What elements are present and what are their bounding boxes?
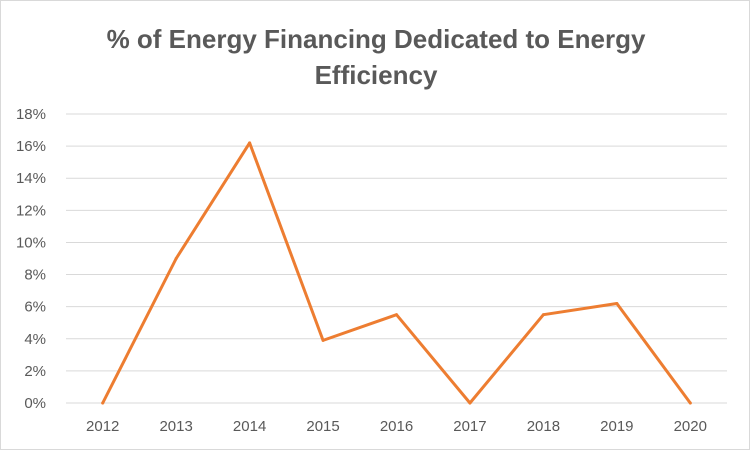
y-tick-label: 18% — [16, 106, 46, 123]
y-tick-label: 6% — [24, 299, 46, 316]
series-line — [101, 141, 692, 405]
y-tick-label: 2% — [24, 363, 46, 380]
data-point — [174, 257, 178, 260]
data-point — [248, 141, 252, 145]
chart-title-line-2: Efficiency — [315, 60, 438, 90]
y-tick-label: 12% — [16, 202, 46, 219]
y-tick-label: 4% — [24, 331, 46, 348]
chart-title-line-1: % of Energy Financing Dedicated to Energ… — [107, 24, 646, 54]
data-point — [468, 401, 472, 405]
x-tick-label: 2020 — [674, 418, 707, 435]
data-point — [101, 401, 105, 405]
data-point — [395, 313, 398, 317]
y-tick-label: 8% — [24, 267, 46, 284]
x-tick-label: 2013 — [159, 418, 192, 435]
x-tick-label: 2016 — [380, 418, 413, 435]
x-tick-label: 2014 — [233, 418, 266, 435]
x-tick-label: 2019 — [600, 418, 633, 435]
y-tick-label: 14% — [16, 170, 46, 187]
data-point — [321, 338, 325, 342]
x-tick-label: 2012 — [86, 418, 119, 435]
x-tick-label: 2015 — [306, 418, 339, 435]
x-tick-label: 2018 — [527, 418, 560, 435]
data-point — [688, 401, 692, 405]
data-point — [615, 301, 619, 305]
y-tick-label: 0% — [24, 395, 46, 412]
data-point — [541, 313, 545, 317]
x-tick-label: 2017 — [453, 418, 486, 435]
y-tick-label: 10% — [16, 234, 46, 251]
y-tick-label: 16% — [16, 138, 46, 155]
